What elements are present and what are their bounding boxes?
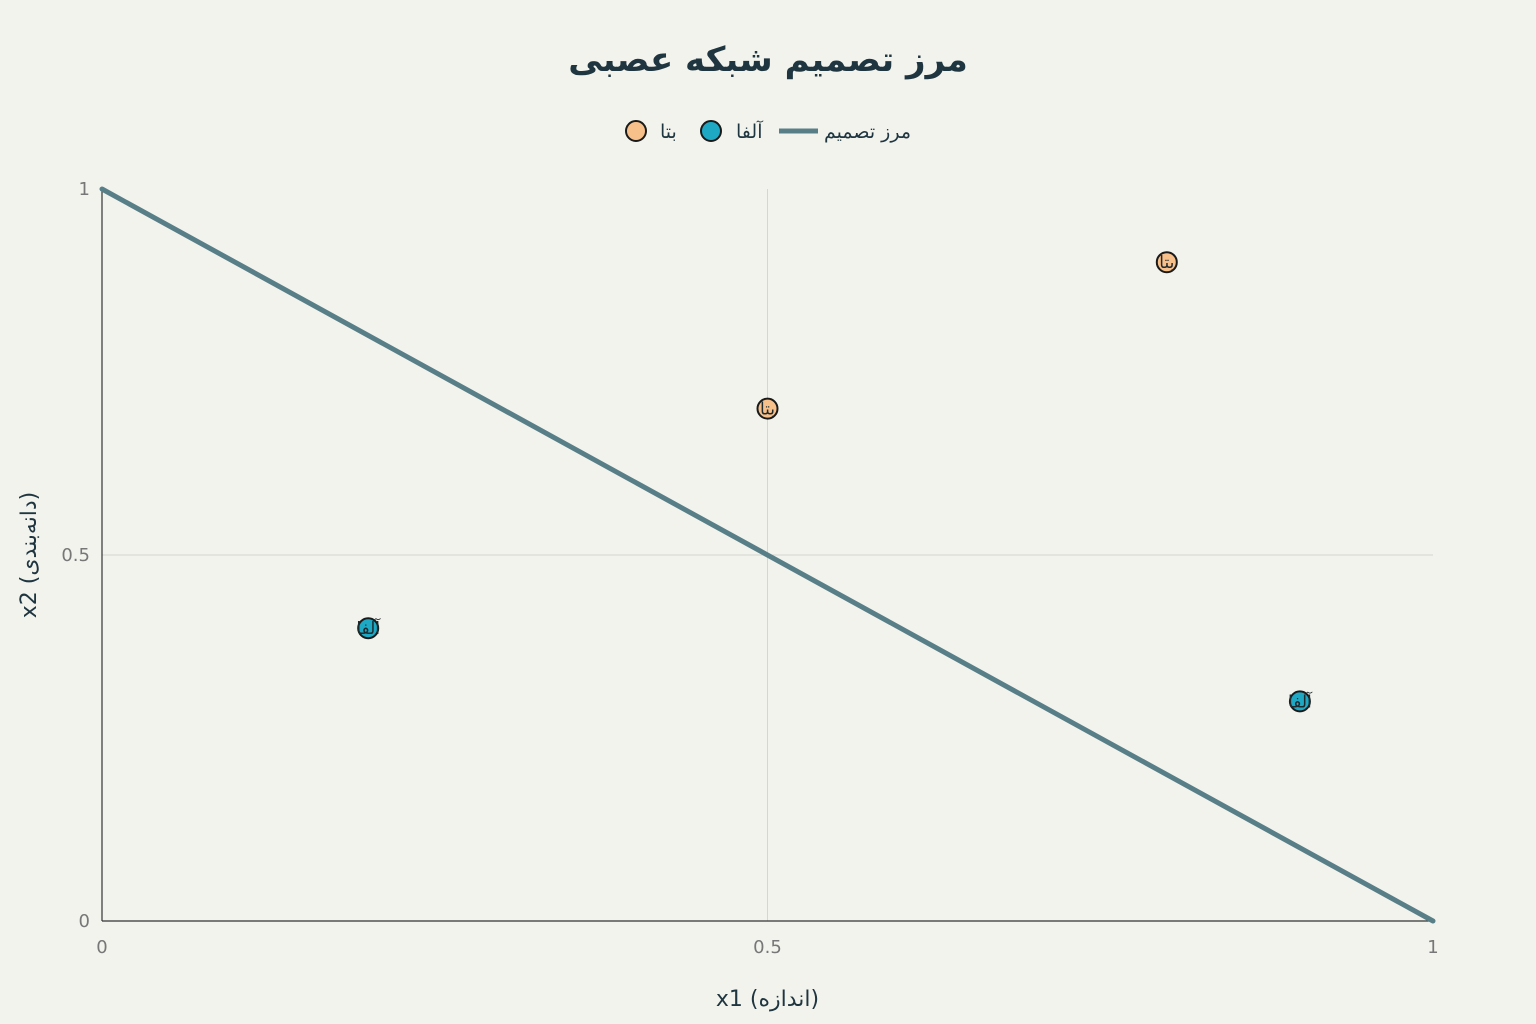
tick-labels: 0 0.5 1 0 0.5 1	[61, 179, 1438, 958]
data-point-label: آلفا	[1288, 690, 1313, 712]
axis-labels: x1 (اندازه) x2 (دانه‌بندی)	[17, 492, 819, 1012]
data-point	[1155, 251, 1178, 274]
x-axis-title: x1 (اندازه)	[716, 987, 819, 1012]
legend: بتا آلفا مرز تصمیم	[625, 119, 911, 143]
legend-marker-beta	[625, 120, 647, 142]
x-tick-label: 1	[1427, 937, 1438, 958]
points-layer: بتا بتا آلفا آلفا	[356, 251, 1313, 713]
chart-title: مرز تصمیم شبکه عصبی	[568, 40, 968, 80]
axes	[101, 189, 1433, 922]
x-tick-label: 0	[96, 937, 107, 958]
y-tick-label: 0.5	[61, 545, 90, 566]
legend-label-boundary: مرز تصمیم	[824, 121, 911, 143]
data-point	[1288, 690, 1311, 713]
legend-label-beta: بتا	[660, 121, 677, 143]
boundary-layer	[99, 186, 1436, 924]
data-point	[756, 397, 779, 420]
data-point	[357, 617, 380, 640]
x-tick-label: 0.5	[753, 937, 782, 958]
y-axis-title: x2 (دانه‌بندی)	[17, 492, 42, 619]
legend-marker-alpha	[700, 120, 722, 142]
legend-label-alpha: آلفا	[736, 119, 763, 143]
decision-boundary-line	[99, 186, 1436, 924]
data-point-label: بتا	[760, 400, 775, 420]
data-point-label: آلفا	[356, 617, 381, 639]
data-point-label: بتا	[1159, 253, 1174, 273]
y-tick-label: 1	[79, 179, 90, 200]
y-tick-label: 0	[79, 911, 90, 932]
